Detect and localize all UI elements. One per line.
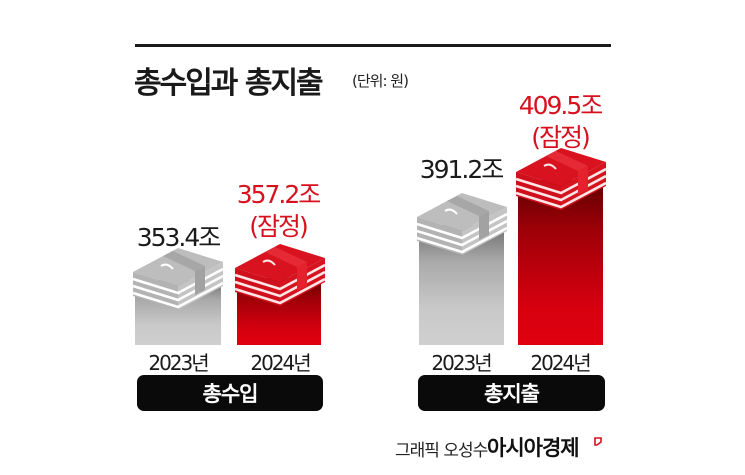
money-stack-icon xyxy=(235,244,325,306)
provisional-note: (잠정) xyxy=(249,212,309,241)
money-stack-icon xyxy=(133,248,223,310)
value-label: 409.5조 xyxy=(518,91,604,120)
unit-label: (단위: 원) xyxy=(352,72,409,90)
brand-mark-icon xyxy=(594,437,602,446)
year-label: 2023년 xyxy=(431,351,492,375)
value-label: 353.4조 xyxy=(136,223,222,252)
chart-title: 총수입과 총지출 xyxy=(134,66,324,101)
money-stack-icon xyxy=(516,148,606,210)
value-label: 391.2조 xyxy=(419,155,505,184)
year-label: 2024년 xyxy=(250,351,311,375)
year-label: 2024년 xyxy=(530,351,591,375)
year-label: 2023년 xyxy=(148,351,209,375)
money-stack-icon xyxy=(417,193,507,255)
graphic-credit: 그래픽 오성수 xyxy=(395,441,488,461)
value-label: 357.2조 xyxy=(236,180,322,209)
provisional-note: (잠정) xyxy=(531,123,591,152)
group-label-pill: 총수입 xyxy=(137,375,323,411)
top-rule xyxy=(135,44,611,47)
group-label-pill: 총지출 xyxy=(418,375,605,411)
brand-logo-text: 아시아경제 xyxy=(487,436,580,460)
